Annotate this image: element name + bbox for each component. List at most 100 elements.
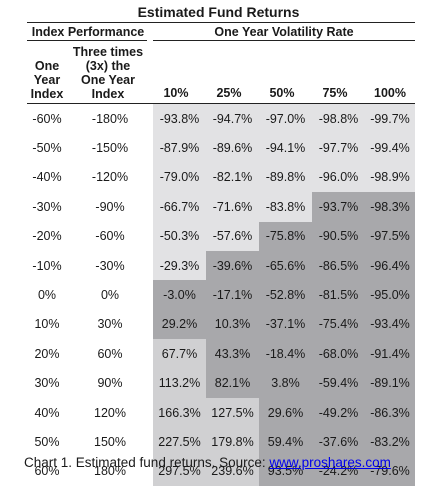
estimated-return-cell: -49.2%	[312, 397, 365, 428]
table-row: 20% 60% 67.7% 43.3% -18.4% -68.0% -91.4%	[27, 339, 415, 369]
table-row: -50% -150% -87.9% -89.6% -94.1% -97.7% -99.4%	[27, 133, 415, 163]
one-year-index-cell: 50%	[34, 434, 60, 449]
one-year-index-cell: 60%	[34, 464, 60, 479]
estimated-return-cell: -39.6%	[206, 250, 259, 281]
three-times-cell: -150%	[91, 141, 129, 156]
estimated-return-cell: -24.2%	[312, 456, 365, 486]
three-times-cell: -120%	[91, 170, 129, 185]
table-row: 10% 30% 29.2% 10.3% -37.1% -75.4% -93.4%	[27, 309, 415, 340]
estimated-return-cell: -59.4%	[312, 368, 365, 398]
estimated-return-cell: 43.3%	[206, 339, 259, 369]
table-row: 30% 90% 113.2% 82.1% 3.8% -59.4% -89.1%	[27, 368, 415, 398]
volatility-column-header: 100%	[374, 86, 406, 100]
one-year-index-cell: 10%	[34, 317, 60, 332]
chart-caption: Chart 1. Estimated fund returns. Source:…	[24, 455, 391, 470]
estimated-return-cell: 239.6%	[206, 456, 259, 486]
three-times-cell: 60%	[97, 346, 123, 361]
volatility-column-header: 75%	[322, 86, 348, 100]
estimated-return-cell: -94.1%	[259, 133, 312, 163]
estimated-return-cell: -98.9%	[365, 162, 415, 193]
estimated-return-cell: -3.0%	[153, 280, 206, 310]
three-times-cell: 0%	[100, 288, 120, 303]
volatility-column-header: 25%	[216, 86, 242, 100]
three-times-cell: 150%	[94, 434, 126, 449]
estimated-return-cell: -71.6%	[206, 192, 259, 222]
table-row: 0% 0% -3.0% -17.1% -52.8% -81.5% -95.0%	[27, 280, 415, 310]
estimated-return-cell: -17.1%	[206, 280, 259, 310]
estimated-return-cell: -83.2%	[365, 427, 415, 457]
estimated-return-cell: 227.5%	[153, 427, 206, 457]
estimated-return-cell: 166.3%	[153, 397, 206, 428]
estimated-return-cell: -81.5%	[312, 280, 365, 310]
estimated-return-cell: -97.5%	[365, 221, 415, 251]
estimated-return-cell: 10.3%	[206, 309, 259, 340]
estimated-return-cell: -97.7%	[312, 133, 365, 163]
estimated-return-cell: 29.2%	[153, 309, 206, 340]
estimated-return-cell: -91.4%	[365, 339, 415, 369]
volatility-group-rule	[153, 40, 415, 41]
estimated-return-cell: -57.6%	[206, 221, 259, 251]
estimated-return-cell: -18.4%	[259, 339, 312, 369]
top-rule	[27, 22, 415, 23]
estimated-return-cell: -93.8%	[153, 104, 206, 134]
estimated-return-cell: -86.5%	[312, 250, 365, 281]
table-row: -40% -120% -79.0% -82.1% -89.8% -96.0% -98.9%	[27, 162, 415, 193]
estimated-return-cell: -98.3%	[365, 192, 415, 222]
one-year-index-cell: -50%	[32, 141, 62, 156]
table-title: Estimated Fund Returns	[137, 4, 300, 20]
estimated-return-cell: -96.0%	[312, 162, 365, 193]
volatility-column-header: 10%	[163, 86, 189, 100]
three-times-index-header: Three times (3x) the One Year Index	[72, 45, 144, 101]
estimated-return-cell: -96.4%	[365, 250, 415, 281]
estimated-return-cell: 297.5%	[153, 456, 206, 486]
estimated-return-cell: -68.0%	[312, 339, 365, 369]
table-row: -30% -90% -66.7% -71.6% -83.8% -93.7% -98.3%	[27, 192, 415, 222]
table-row: 50% 150% 227.5% 179.8% 59.4% -37.6% -83.2%	[27, 427, 415, 457]
three-times-cell: -30%	[95, 258, 125, 273]
estimated-return-cell: 29.6%	[259, 397, 312, 428]
one-year-index-cell: -40%	[32, 170, 62, 185]
volatility-column-header: 50%	[269, 86, 295, 100]
estimated-return-cell: -66.7%	[153, 192, 206, 222]
table-row: 40% 120% 166.3% 127.5% 29.6% -49.2% -86.3%	[27, 397, 415, 428]
estimated-return-cell: -83.8%	[259, 192, 312, 222]
estimated-return-cell: 113.2%	[153, 368, 206, 398]
estimated-return-cell: -93.7%	[312, 192, 365, 222]
returns-table: -60% -180% -93.8% -94.7% -97.0% -98.8% -99.7% -…	[27, 104, 415, 486]
estimated-return-cell: -89.1%	[365, 368, 415, 398]
estimated-return-cell: -97.0%	[259, 104, 312, 134]
one-year-index-cell: 40%	[34, 405, 60, 420]
estimated-return-cell: 179.8%	[206, 427, 259, 457]
three-times-cell: 180%	[94, 464, 126, 479]
estimated-return-cell: -37.1%	[259, 309, 312, 340]
estimated-return-cell: -89.6%	[206, 133, 259, 163]
table-row: -10% -30% -29.3% -39.6% -65.6% -86.5% -96.4%	[27, 250, 415, 281]
estimated-return-cell: -75.8%	[259, 221, 312, 251]
estimated-return-cell: -37.6%	[312, 427, 365, 457]
one-year-index-cell: -10%	[32, 258, 62, 273]
index-performance-header: Index Performance	[31, 25, 145, 39]
estimated-return-cell: 59.4%	[259, 427, 312, 457]
estimated-return-cell: 127.5%	[206, 397, 259, 428]
table-row: -20% -60% -50.3% -57.6% -75.8% -90.5% -97.5%	[27, 221, 415, 251]
estimated-return-cell: 67.7%	[153, 339, 206, 369]
estimated-return-cell: 82.1%	[206, 368, 259, 398]
estimated-return-cell: 93.5%	[259, 456, 312, 486]
estimated-return-cell: -52.8%	[259, 280, 312, 310]
estimated-return-cell: -82.1%	[206, 162, 259, 193]
index-group-rule	[27, 40, 147, 41]
three-times-cell: 90%	[97, 376, 123, 391]
estimated-return-cell: -79.0%	[153, 162, 206, 193]
three-times-cell: -180%	[91, 111, 129, 126]
estimated-return-cell: -87.9%	[153, 133, 206, 163]
estimated-return-cell: -86.3%	[365, 397, 415, 428]
one-year-index-cell: -30%	[32, 199, 62, 214]
estimated-return-cell: -89.8%	[259, 162, 312, 193]
estimated-return-cell: -50.3%	[153, 221, 206, 251]
header-bottom-rule	[27, 103, 415, 104]
one-year-index-cell: 0%	[37, 288, 57, 303]
estimated-return-cell: -99.7%	[365, 104, 415, 134]
three-times-cell: -90%	[95, 199, 125, 214]
source-link[interactable]: www.proshares.com	[269, 455, 391, 470]
three-times-cell: 30%	[97, 317, 123, 332]
